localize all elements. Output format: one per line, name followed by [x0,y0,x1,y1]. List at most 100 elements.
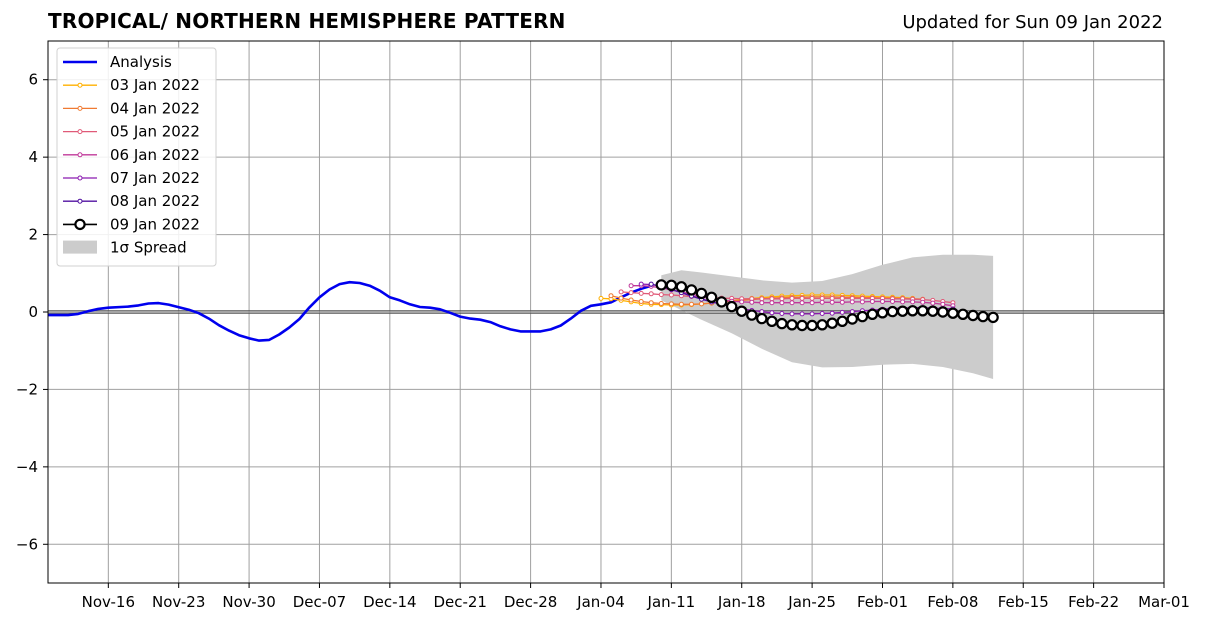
x-tick-label: Feb-08 [927,593,978,611]
x-tick-label: Jan-18 [717,593,766,611]
data-point [726,300,738,313]
data-point [829,310,835,316]
data-point [685,284,698,296]
legend-marker-swatch [77,198,83,204]
x-tick-label: Feb-15 [998,593,1049,611]
data-point [779,296,785,302]
data-point [789,300,795,306]
data-point [940,301,946,307]
data-point [769,296,775,302]
plot-frame [47,40,1165,584]
data-point [826,317,838,329]
data-point [658,292,664,298]
data-point [628,290,634,296]
data-point [917,305,929,317]
x-tick-label: Feb-01 [857,593,908,611]
data-point [846,313,859,325]
data-point [638,290,644,296]
data-point [977,310,989,323]
data-point [937,306,949,318]
data-point [739,299,745,305]
spread-band [661,254,994,379]
updated-date: Updated for Sun 09 Jan 2022 [902,12,1163,33]
data-point [806,319,818,332]
data-point [809,311,815,317]
x-tick-label: Jan-04 [576,593,625,611]
series-line [621,291,953,304]
data-point [668,292,674,298]
data-point [799,300,805,306]
legend-entry-1-spread: 1σ Spread [63,239,187,257]
data-point [638,299,644,304]
legend-marker-swatch [77,175,83,181]
data-point [736,305,748,317]
data-point [796,319,808,332]
data-point [849,309,855,315]
data-point [668,301,674,307]
legend-box [56,47,217,267]
legend-entry-06-jan-2022: 06 Jan 2022 [63,146,200,164]
legend-marker-swatch [77,152,83,158]
y-tick-label: 2 [28,226,38,244]
data-point [789,295,795,301]
data-point [648,281,654,287]
data-point [699,301,704,307]
legend-entry-09-jan-2022: 09 Jan 2022 [63,215,200,233]
data-point [816,319,828,331]
legend-marker-swatch [77,82,83,88]
data-point [766,315,778,327]
data-point [608,293,614,299]
x-tick-label: Jan-11 [647,593,696,611]
data-point [886,305,899,318]
x-tick-label: Dec-21 [433,593,487,611]
data-point [779,300,785,306]
data-point [789,311,795,317]
data-point [628,297,634,303]
legend-marker-swatch [77,105,83,111]
data-point [655,279,668,291]
data-point [890,299,895,304]
data-point [638,281,644,287]
data-point [759,296,765,302]
data-point [628,283,634,289]
data-point [987,311,999,324]
data-point [859,299,865,305]
data-point [876,307,889,319]
legend-label: 06 Jan 2022 [110,146,200,164]
legend-marker-swatch [74,218,86,231]
data-point [839,299,845,305]
data-point [769,300,775,306]
data-point [809,300,815,306]
data-point [769,310,775,316]
data-point [695,287,708,300]
data-point [947,307,959,319]
y-tick-label: −4 [16,458,38,476]
data-point [598,295,604,301]
legend-entry-03-jan-2022: 03 Jan 2022 [63,76,200,94]
data-point [786,319,798,331]
data-point [839,309,845,315]
data-point [896,305,909,317]
x-tick-label: Dec-28 [504,593,558,611]
legend-label: Analysis [110,53,172,71]
data-point [920,299,926,305]
x-tick-label: Nov-23 [152,593,205,611]
data-point [880,299,885,304]
data-point [689,301,694,307]
x-tick-label: Nov-16 [82,593,135,611]
forecast-series-layer [598,279,999,332]
data-point [836,315,849,327]
data-point [648,300,654,306]
data-point [856,310,869,323]
data-point [809,295,815,301]
legend-fill-swatch [63,240,97,254]
data-point [746,309,758,321]
data-point [665,279,678,291]
y-tick-label: −2 [16,380,38,398]
data-point [756,312,768,325]
data-point [869,299,875,304]
data-point [866,308,879,320]
y-tick-label: 4 [28,148,38,166]
data-point [618,289,624,295]
